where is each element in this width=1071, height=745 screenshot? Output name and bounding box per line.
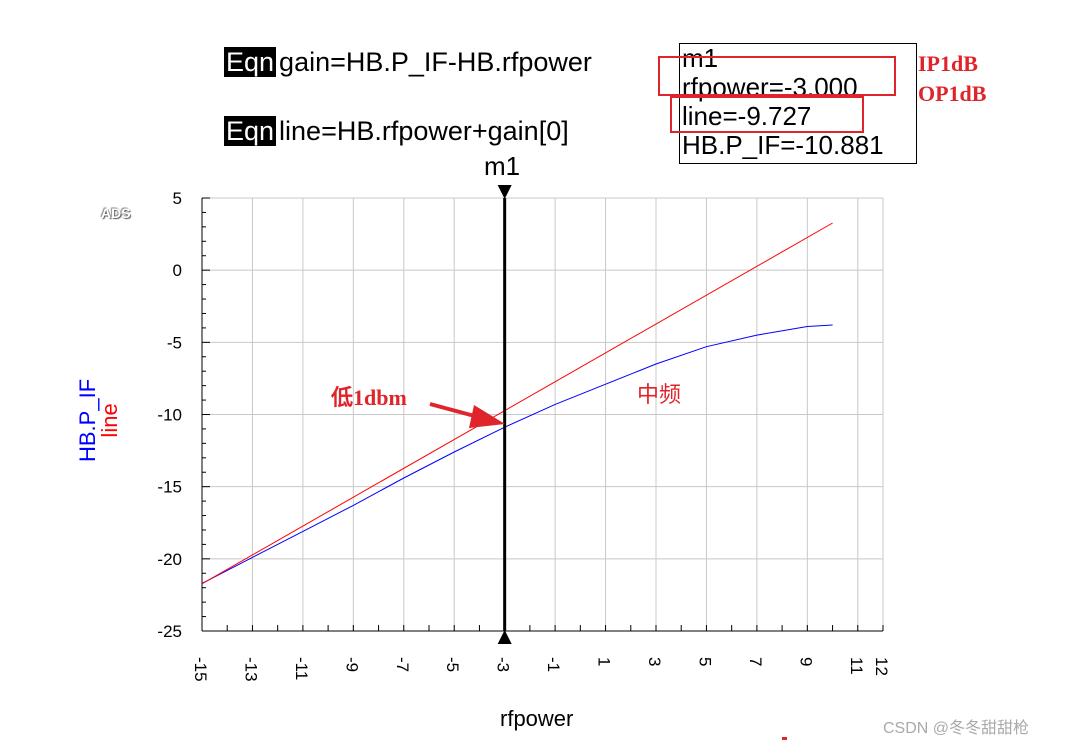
x-tick-label: 11: [847, 657, 866, 675]
x-tick-label: -1: [544, 657, 563, 672]
marker-readout-line: line=-9.727: [682, 101, 812, 131]
y-tick-label: -25: [157, 622, 182, 641]
y-tick-label: 0: [173, 261, 182, 280]
ads-logo: ADS: [101, 205, 131, 221]
x-tick-label: -11: [292, 657, 311, 680]
watermark: CSDN @冬冬甜甜枪: [883, 720, 1030, 737]
x-tick-label: -5: [443, 657, 462, 672]
y-axis-label: HB.P_IF line: [75, 378, 122, 462]
op1db-label: OP1dB: [918, 81, 987, 106]
x-tick-label: 7: [746, 657, 765, 666]
x-tick-label: 3: [645, 657, 664, 666]
gain-equation: Eqn gain=HB.P_IF-HB.rfpower: [224, 42, 592, 82]
ip1db-highlight-box: [658, 56, 896, 96]
marker-top-triangle[interactable]: [497, 185, 512, 199]
x-tick-label: 1: [595, 657, 614, 666]
x-tick-label: 9: [796, 657, 815, 666]
annotation-arrow-group: [429, 402, 505, 428]
y-tick-label: -5: [167, 333, 182, 352]
marker-readout-name: m1: [682, 43, 719, 73]
line-equation-text: line=HB.rfpower+gain[0]: [279, 116, 569, 146]
annotation-low-1dbm: 低1dbm: [331, 385, 407, 410]
marker-label: m1: [484, 151, 521, 181]
eqn-tag: Eqn: [224, 47, 277, 77]
gain-equation-text: gain=HB.P_IF-HB.rfpower: [279, 47, 592, 77]
y-tick-label: -20: [157, 550, 182, 569]
y-tick-label: 5: [173, 189, 182, 208]
red-dot-mark: [782, 737, 787, 740]
tick-group: 50-5-10-15-20-25-15 -13 -11 -9 -7 -5 -3 -1 1 3 5 7 9…: [157, 189, 891, 682]
series-group: [201, 222, 833, 585]
x-tick-label: -15: [191, 657, 210, 682]
eqn-tag: Eqn: [224, 116, 277, 146]
line-equation: Eqn line=HB.rfpower+gain[0]: [224, 111, 569, 151]
x-tick-label: 5: [695, 657, 714, 666]
ip1db-label: IP1dB: [918, 51, 978, 76]
x-tick-label: -9: [342, 657, 361, 672]
annotation-arrow-head: [469, 405, 505, 428]
y-tick-label: -10: [157, 406, 182, 425]
marker-group[interactable]: [497, 185, 512, 644]
annotation-if: 中频: [637, 382, 682, 407]
y-tick-label: -15: [157, 478, 182, 497]
y-axis-label-pif: HB.P_IF: [75, 378, 100, 462]
series-line-hb-p-if: [201, 324, 833, 584]
op1db-highlight-box: [670, 96, 864, 133]
marker-readout-pif: HB.P_IF=-10.881: [682, 130, 884, 160]
grid: [201, 197, 884, 632]
marker-bottom-triangle[interactable]: [497, 630, 512, 644]
x-tick-label: -3: [494, 657, 513, 672]
x-tick-label: -7: [393, 657, 412, 672]
x-tick-label: -13: [241, 657, 260, 682]
x-tick-label: 12: [872, 657, 891, 676]
x-axis-label: rfpower: [500, 706, 574, 731]
series-line-line: [201, 222, 833, 585]
y-axis-label-line: line: [97, 403, 122, 438]
